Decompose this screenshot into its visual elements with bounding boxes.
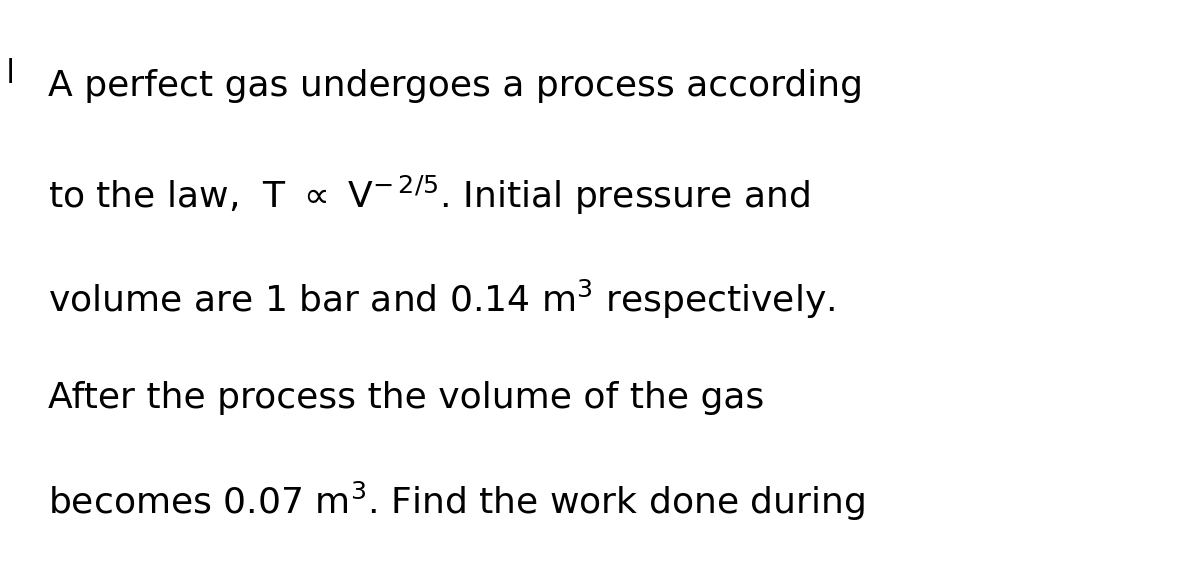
Text: becomes 0.07 m$^3$. Find the work done during: becomes 0.07 m$^3$. Find the work done d… — [48, 480, 865, 523]
Text: to the law,  T $\propto$ V$^{-\,2/5}$. Initial pressure and: to the law, T $\propto$ V$^{-\,2/5}$. In… — [48, 173, 810, 217]
Text: |: | — [6, 58, 16, 83]
Text: A perfect gas undergoes a process according: A perfect gas undergoes a process accord… — [48, 69, 863, 103]
Text: volume are 1 bar and 0.14 m$^3$ respectively.: volume are 1 bar and 0.14 m$^3$ respecti… — [48, 277, 835, 321]
Text: After the process the volume of the gas: After the process the volume of the gas — [48, 381, 764, 416]
